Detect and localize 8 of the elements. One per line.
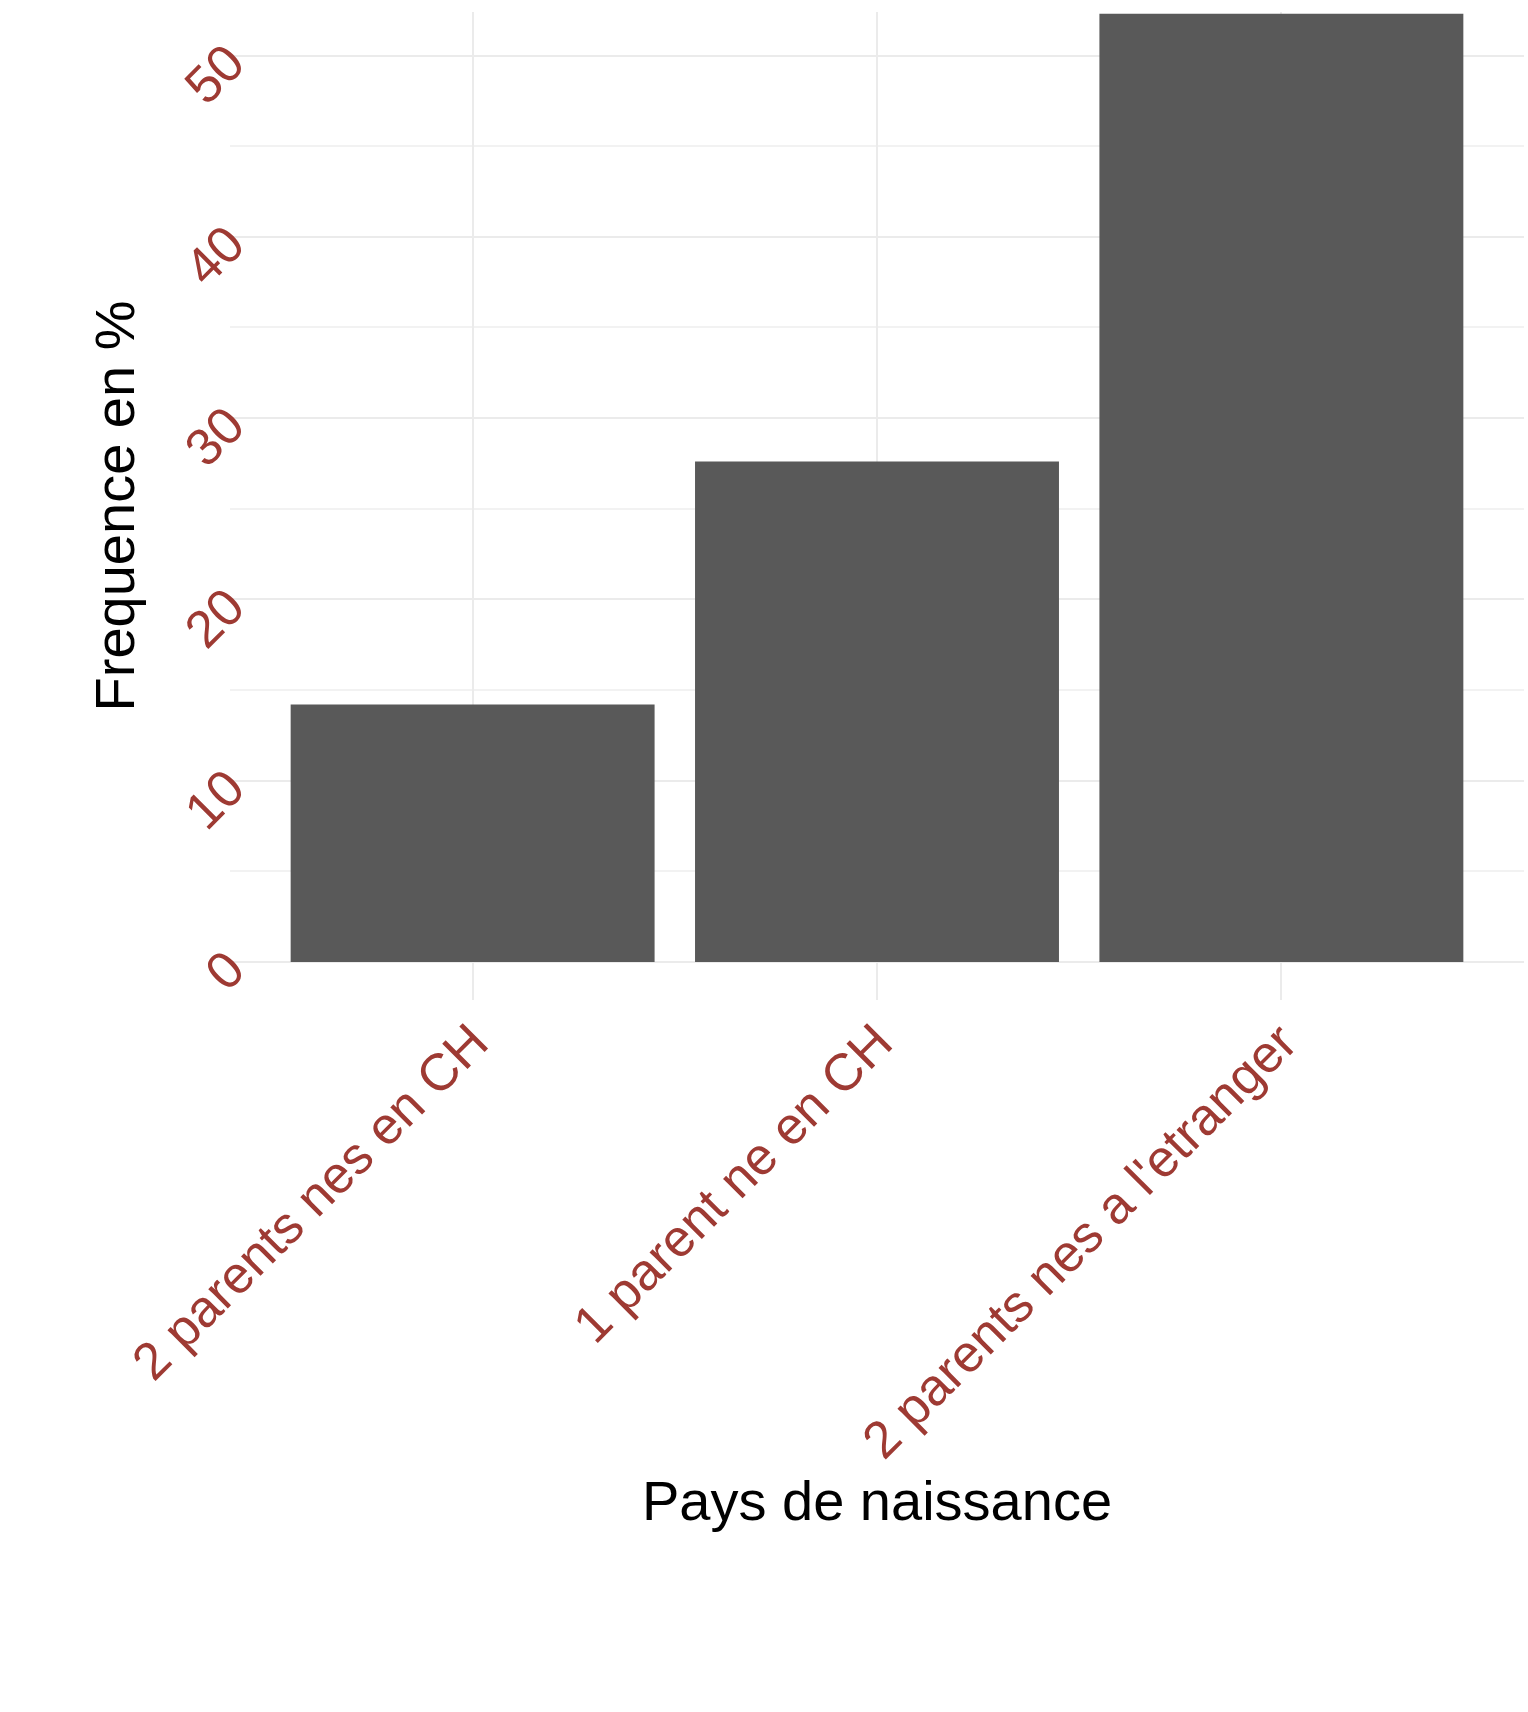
x-axis-title: Pays de naissance	[641, 1469, 1113, 1532]
y-axis-title: Frequence en %	[83, 300, 147, 712]
y-tick-label: 30	[173, 395, 256, 478]
y-tick-label: 50	[173, 32, 256, 115]
y-tick-label: 40	[173, 214, 256, 297]
y-tick-label: 20	[173, 576, 256, 659]
y-tick-label: 0	[193, 939, 256, 1001]
y-tick-label: 10	[173, 758, 256, 840]
